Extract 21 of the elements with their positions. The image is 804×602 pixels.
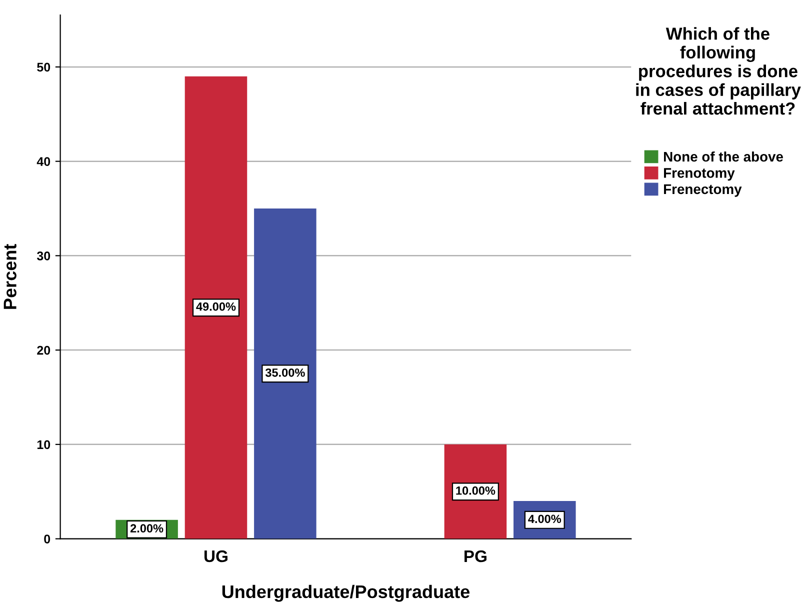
y-tick-label: 50 [37, 62, 50, 72]
data-label: 35.00% [265, 368, 305, 377]
bar [184, 76, 248, 539]
y-axis-title: Percent [4, 244, 16, 309]
legend-label: None of the above [664, 151, 783, 162]
y-tick-label: 30 [36, 251, 50, 260]
data-label: 4.00% [528, 514, 562, 524]
data-label: 10.00% [456, 486, 496, 495]
data-label: 49.00% [196, 302, 236, 311]
y-tick-label: 0 [44, 534, 50, 544]
data-label: 2.00% [130, 524, 164, 533]
y-tick-label: 40 [36, 157, 50, 166]
x-tick-label: PG [464, 550, 486, 562]
legend-label: Frenotomy [664, 168, 735, 181]
legend-label: Frenectomy [664, 184, 742, 197]
y-tick-label: 20 [37, 346, 50, 355]
legend-title: Which of the following procedures is done in cases of papillary frenal attachment? [636, 27, 801, 115]
y-tick-label: 10 [37, 440, 50, 450]
x-axis-title: Undergraduate/Postgraduate [222, 584, 470, 602]
x-tick-label: UG [204, 550, 228, 562]
bar [254, 208, 316, 539]
